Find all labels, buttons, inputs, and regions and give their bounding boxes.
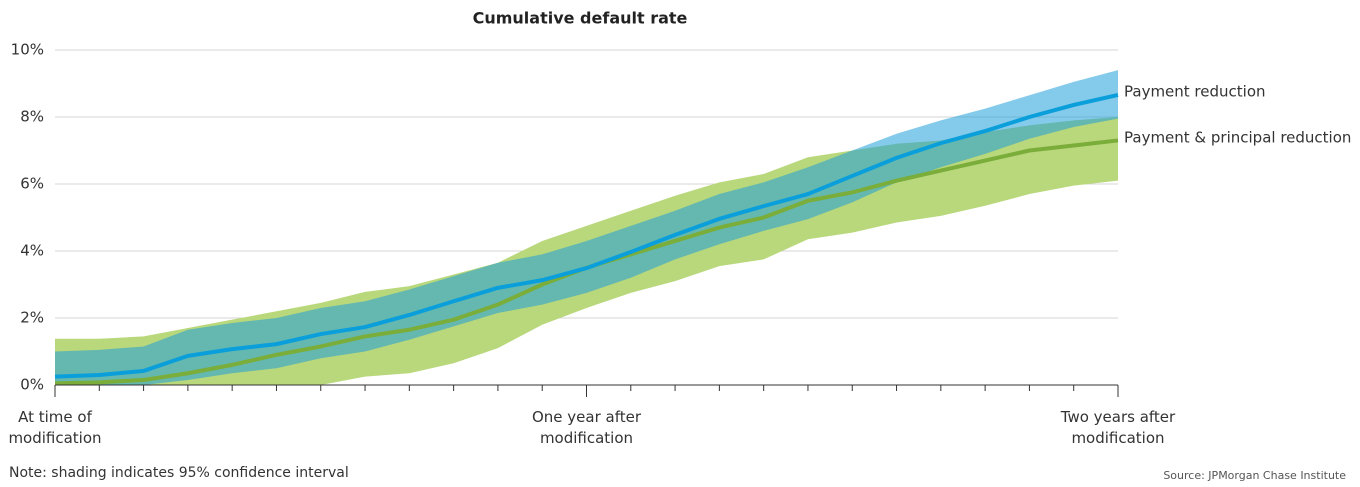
note: Note: shading indicates 95% confidence i… — [9, 465, 349, 481]
y-tick-label: 10% — [11, 41, 44, 59]
series-line — [54, 92, 1119, 379]
x-tick-label: Two years after modification — [1060, 408, 1176, 447]
x-tick-label: One year after modification — [531, 408, 642, 447]
confidence-band — [55, 70, 1118, 385]
y-tick-label: 2% — [20, 309, 44, 327]
source: Source: JPMorgan Chase Institute — [1163, 469, 1346, 482]
chart-title: Cumulative default rate — [473, 9, 688, 28]
y-tick-label: 0% — [20, 376, 44, 394]
y-tick-label: 4% — [20, 242, 44, 260]
y-tick-label: 6% — [20, 175, 44, 193]
series-label: Payment reduction — [1124, 83, 1266, 101]
x-tick-label: At time of modification — [8, 408, 102, 447]
series-label: Payment & principal reduction — [1124, 129, 1351, 147]
y-tick-label: 8% — [20, 108, 44, 126]
